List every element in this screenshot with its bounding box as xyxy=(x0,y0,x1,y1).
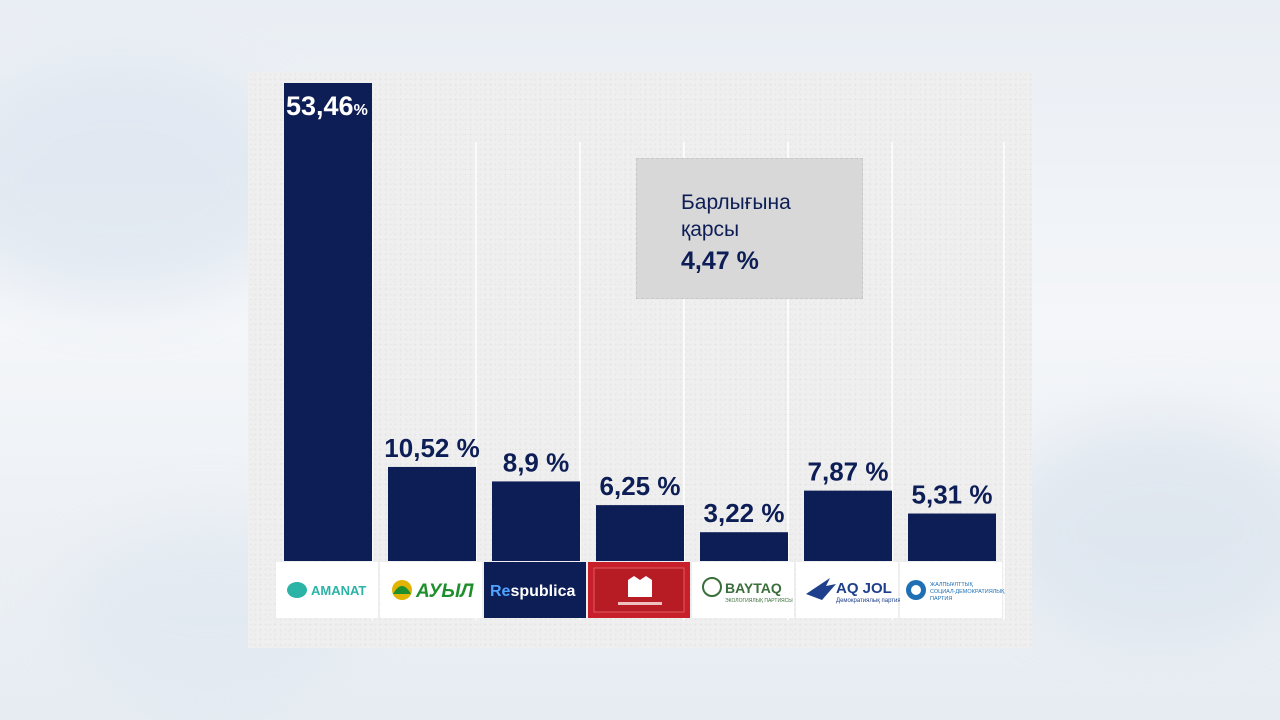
callout-value: 4,47 % xyxy=(681,247,759,275)
jsdp-logo-text: ЖАЛПЫҰЛТТЫҚ xyxy=(930,582,974,588)
raised-fists-icon xyxy=(628,576,652,597)
value-label: 8,9 % xyxy=(503,447,570,477)
logo-tile xyxy=(692,562,794,618)
bar-1 xyxy=(284,83,372,561)
callout-label: Барлығына қарсы xyxy=(681,191,791,241)
against-all-callout: Барлығына қарсы 4,47 % xyxy=(636,158,863,299)
bar-3 xyxy=(492,481,580,561)
qhp-caption-line xyxy=(618,602,662,605)
bar-4 xyxy=(596,505,684,561)
value-label: 53,46% xyxy=(286,91,368,121)
bar-6 xyxy=(804,490,892,561)
bar-chart: 53,46% 10,52 % 8,9 % 6,25 % 3,22 % 7,87 % 5,31… xyxy=(276,83,1005,620)
globe-center xyxy=(911,585,921,595)
amanat-logo-text: AMANAT xyxy=(311,583,366,598)
baytaq-logo-text: BAYTAQ xyxy=(725,580,782,596)
jsdp-logo-text: СОЦИАЛ-ДЕМОКРАТИЯЛЫҚ xyxy=(930,589,1005,595)
logo-tile xyxy=(484,562,586,618)
value-label: 5,31 % xyxy=(912,480,993,510)
auyl-leaf-icon xyxy=(393,586,411,594)
jsdp-logo-text: ПАРТИЯ xyxy=(930,596,952,602)
aqjol-logo-subtext: Демократиялық партиясы xyxy=(836,598,908,604)
bar-2 xyxy=(388,466,476,561)
background-cloud xyxy=(1000,420,1280,640)
tree-icon xyxy=(702,577,722,597)
bar-5 xyxy=(700,532,788,561)
baytaq-logo-subtext: ЭКОЛОГИЯЛЫҚ ПАРТИЯСЫ xyxy=(725,598,793,604)
value-label: 6,25 % xyxy=(600,471,681,501)
chart-panel: 53,46% 10,52 % 8,9 % 6,25 % 3,22 % 7,87 % 5,31… xyxy=(248,72,1032,648)
bird-icon xyxy=(806,578,836,600)
respublica-logo-text: Respublica xyxy=(490,583,575,600)
amanat-leaf-icon xyxy=(287,582,307,598)
value-label: 3,22 % xyxy=(704,498,785,528)
value-label: 7,87 % xyxy=(808,457,889,487)
auyl-logo-text: АУЫЛ xyxy=(415,581,474,602)
aqjol-logo-text: AQ JOL xyxy=(836,580,892,597)
bar-7 xyxy=(908,513,996,561)
value-label: 10,52 % xyxy=(384,433,479,463)
